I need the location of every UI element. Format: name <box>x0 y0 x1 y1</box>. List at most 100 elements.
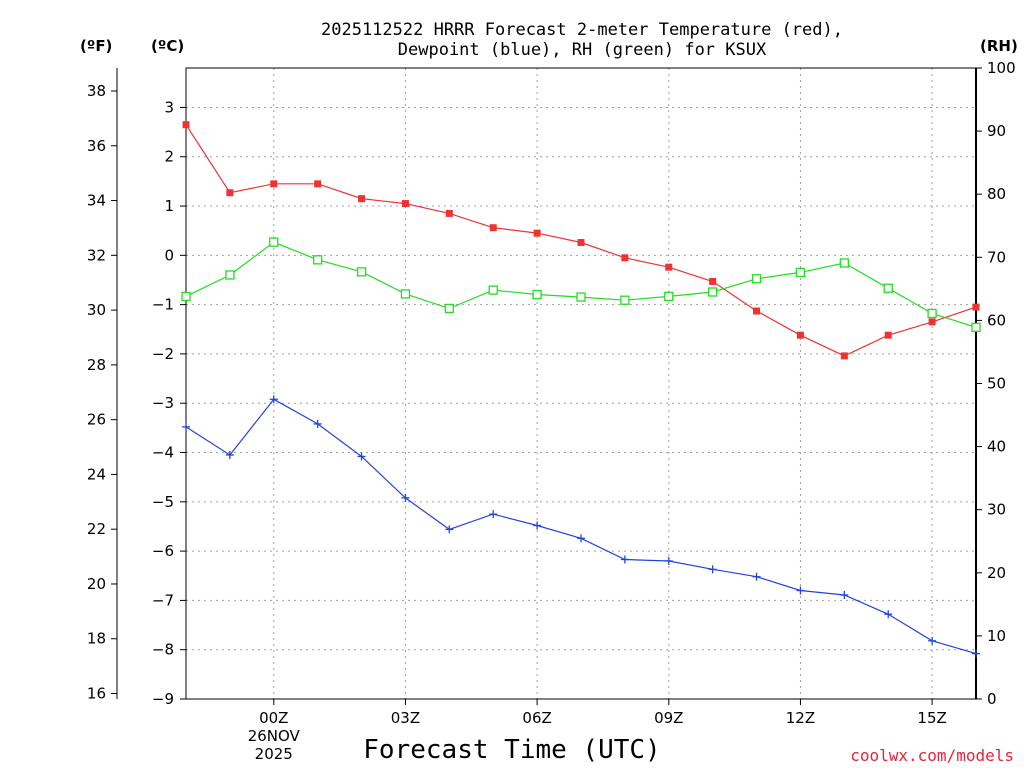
rh-point-6 <box>444 303 454 314</box>
dewpoint-point-6 <box>445 525 454 534</box>
temperature-point-13 <box>753 307 761 315</box>
celsius-tick-label-3: 0 <box>164 246 174 264</box>
dewpoint-point-0 <box>182 422 190 431</box>
dewpoint-point-8 <box>533 521 542 530</box>
celsius-tick-label-5: −2 <box>152 345 174 363</box>
temperature-point-2 <box>270 180 278 188</box>
dewpoint-line <box>185 398 977 655</box>
temperature-point-17 <box>928 318 936 326</box>
rh-point-18 <box>971 322 981 332</box>
celsius-tick-label-2: 1 <box>164 197 174 215</box>
x-tick-label-2: 06Z <box>522 709 551 727</box>
rh-point-16 <box>883 283 893 293</box>
dewpoint-point-4 <box>357 452 366 461</box>
rh-point-9 <box>576 292 586 302</box>
celsius-tick-label-4: −1 <box>152 296 174 314</box>
fahrenheit-tick-label-4: 24 <box>87 465 106 483</box>
temperature-point-16 <box>884 331 892 339</box>
dewpoint-point-18 <box>972 649 980 658</box>
x-tick-label-1: 03Z <box>391 709 420 727</box>
x-tick-label-4: 12Z <box>786 709 815 727</box>
rh-point-5 <box>400 289 411 299</box>
dewpoint-point-10 <box>620 555 629 564</box>
rh-tick-label-10: 100 <box>987 59 1016 77</box>
rh-point-0 <box>181 291 191 302</box>
temperature-point-14 <box>796 331 804 339</box>
dewpoint-point-16 <box>884 610 893 619</box>
rh-point-11 <box>664 291 674 302</box>
temperature-point-8 <box>533 229 541 237</box>
temperature-point-11 <box>665 263 673 271</box>
rh-point-15 <box>839 258 849 268</box>
rh-point-10 <box>620 295 630 305</box>
rh-point-2 <box>269 237 279 247</box>
fahrenheit-tick-label-2: 20 <box>87 575 106 593</box>
temperature-point-1 <box>226 189 234 197</box>
rh-point-4 <box>356 267 367 277</box>
rh-tick-label-2: 20 <box>987 564 1006 582</box>
dewpoint-point-11 <box>664 556 673 565</box>
fahrenheit-tick-label-8: 32 <box>87 246 106 264</box>
dewpoint-point-2 <box>269 395 278 404</box>
fahrenheit-tick-label-6: 28 <box>87 356 106 374</box>
x-tick-label-5: 15Z <box>917 709 946 727</box>
dewpoint-point-9 <box>577 534 585 543</box>
temperature-point-3 <box>314 180 322 188</box>
dewpoint-point-15 <box>840 590 849 599</box>
rh-tick-label-9: 90 <box>987 122 1006 140</box>
temperature-point-10 <box>621 254 629 262</box>
rh-tick-label-8: 80 <box>987 185 1006 203</box>
dewpoint-point-1 <box>225 450 234 459</box>
celsius-tick-label-6: −3 <box>152 394 174 412</box>
series-lines <box>181 121 981 658</box>
rh-tick-label-3: 30 <box>987 501 1006 519</box>
fahrenheit-tick-label-7: 30 <box>87 301 106 319</box>
rh-tick-label-6: 60 <box>987 311 1006 329</box>
celsius-axis-unit: (ºC) <box>151 37 184 55</box>
x-tick-year-label: 2025 <box>255 745 293 763</box>
fahrenheit-tick-label-0: 16 <box>87 685 106 703</box>
fahrenheit-tick-label-10: 36 <box>87 137 106 155</box>
rh-point-7 <box>488 285 498 295</box>
rh-point-3 <box>313 255 323 265</box>
rh-tick-label-5: 50 <box>987 375 1006 393</box>
rh-tick-label-1: 10 <box>987 627 1006 645</box>
axes: 1618202224262830323436383210−1−2−3−4−5−6… <box>87 59 1016 763</box>
celsius-tick-label-8: −5 <box>152 493 174 511</box>
fahrenheit-tick-label-9: 34 <box>87 192 106 210</box>
fahrenheit-tick-label-1: 18 <box>87 630 106 648</box>
celsius-tick-label-1: 2 <box>164 148 174 166</box>
x-tick-label-3: 09Z <box>654 709 683 727</box>
rh-tick-label-7: 70 <box>987 248 1006 266</box>
fahrenheit-tick-label-5: 26 <box>87 411 106 429</box>
temperature-series <box>182 121 980 360</box>
celsius-tick-label-7: −4 <box>152 444 174 462</box>
chart-title-line2: Dewpoint (blue), RH (green) for KSUX <box>398 40 767 60</box>
temperature-point-7 <box>489 224 497 232</box>
dewpoint-point-14 <box>796 586 805 595</box>
temperature-point-12 <box>709 277 717 285</box>
plot-frame <box>185 67 977 700</box>
rh-tick-label-4: 40 <box>987 438 1006 456</box>
rh-point-12 <box>708 287 718 297</box>
rh-series <box>181 237 981 332</box>
rh-point-8 <box>532 289 542 300</box>
x-axis-label: Forecast Time (UTC) <box>363 735 660 765</box>
credit-text: coolwx.com/models <box>850 746 1014 765</box>
dewpoint-point-12 <box>708 565 717 574</box>
temperature-point-0 <box>182 121 190 129</box>
temperature-point-6 <box>445 209 453 217</box>
celsius-tick-label-10: −7 <box>152 591 174 609</box>
dewpoint-point-5 <box>401 493 410 502</box>
dewpoint-series <box>182 395 980 658</box>
temperature-point-9 <box>577 239 585 247</box>
chart-title-line1: 2025112522 HRRR Forecast 2-meter Tempera… <box>321 20 843 40</box>
fahrenheit-tick-label-3: 22 <box>87 520 106 538</box>
x-tick-label-0: 00Z <box>259 709 288 727</box>
rh-axis-unit: (RH) <box>980 37 1018 55</box>
celsius-tick-label-12: −9 <box>152 690 174 708</box>
rh-line <box>185 241 977 328</box>
celsius-tick-label-11: −8 <box>152 641 174 659</box>
temperature-point-15 <box>840 352 848 360</box>
